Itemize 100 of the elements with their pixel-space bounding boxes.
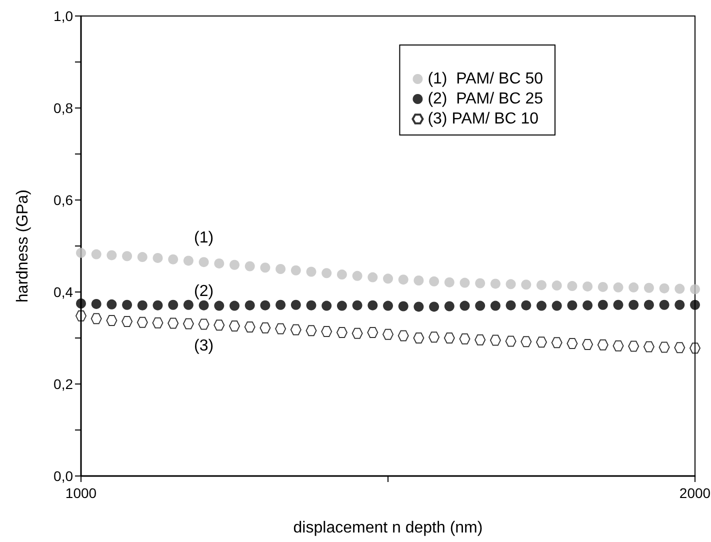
annotation: (1) (194, 230, 214, 247)
y-tick-label: 0,6 (54, 192, 74, 208)
point (459, 333, 470, 344)
point (690, 342, 700, 354)
point (674, 342, 686, 354)
point (520, 336, 532, 348)
point (106, 250, 117, 260)
y-tick-label: 0,0 (54, 468, 74, 484)
point (367, 326, 378, 338)
point (474, 334, 486, 346)
point (122, 300, 132, 310)
point (321, 326, 332, 338)
point (505, 336, 516, 347)
point (582, 281, 593, 292)
point (460, 278, 470, 288)
point (475, 278, 486, 288)
point (76, 298, 86, 308)
point (352, 300, 362, 310)
point (306, 325, 317, 336)
legend-label: (1) PAM/ BC 50 (428, 70, 544, 88)
point (490, 300, 500, 311)
point (382, 328, 394, 340)
point (183, 300, 194, 310)
point (398, 330, 409, 342)
point (214, 258, 224, 268)
point (643, 341, 654, 352)
point (152, 252, 163, 263)
point (276, 264, 286, 274)
point (383, 274, 393, 284)
point (506, 300, 516, 310)
point (122, 251, 132, 262)
point (214, 300, 224, 311)
point (444, 301, 454, 312)
point (628, 340, 640, 352)
point (276, 300, 286, 310)
point (260, 262, 270, 273)
point (244, 321, 256, 332)
point (198, 300, 209, 310)
point (368, 300, 378, 310)
point (398, 301, 408, 312)
point (198, 257, 209, 268)
point (152, 300, 163, 310)
point (566, 338, 578, 350)
point (659, 283, 670, 294)
point (90, 313, 102, 324)
point (475, 300, 486, 311)
point (414, 276, 424, 286)
x-tick-label: 1000 (65, 485, 97, 501)
point (244, 300, 255, 310)
point (444, 277, 454, 288)
point (690, 284, 700, 294)
point (229, 320, 240, 332)
point (414, 302, 424, 312)
y-tick-label: 0,4 (54, 284, 74, 300)
point (674, 300, 685, 310)
point (168, 318, 179, 329)
point (322, 300, 332, 311)
point (76, 248, 86, 258)
y-tick-label: 1,0 (54, 8, 74, 24)
point (690, 300, 700, 310)
point (168, 254, 178, 264)
point (106, 315, 118, 326)
point (383, 300, 393, 311)
point (260, 322, 271, 334)
point (230, 300, 240, 311)
point (230, 260, 240, 270)
point (551, 337, 562, 348)
point (628, 282, 639, 292)
point (490, 334, 501, 346)
point (674, 284, 685, 294)
point (613, 282, 624, 292)
point (598, 300, 608, 310)
point (582, 300, 593, 310)
point (659, 300, 670, 310)
point (444, 332, 455, 344)
point (137, 252, 148, 262)
point (290, 324, 302, 336)
y-tick-label: 0,2 (54, 376, 74, 392)
point (275, 323, 286, 334)
point (290, 265, 301, 276)
annotation: (3) (194, 338, 214, 355)
y-axis-title: hardness (GPa) (14, 190, 32, 302)
point (613, 300, 624, 310)
point (168, 300, 178, 310)
point (644, 300, 654, 310)
point (567, 300, 578, 310)
point (628, 300, 639, 310)
point (183, 256, 194, 266)
annotation: (2) (194, 282, 214, 300)
point (490, 278, 500, 289)
point (597, 339, 608, 350)
y-tick-label: 0,8 (54, 100, 74, 116)
point (76, 310, 86, 322)
point (536, 336, 547, 348)
point (644, 282, 654, 293)
point (428, 332, 440, 343)
point (322, 268, 332, 278)
point (152, 317, 164, 328)
point (122, 316, 133, 327)
point (552, 280, 562, 291)
